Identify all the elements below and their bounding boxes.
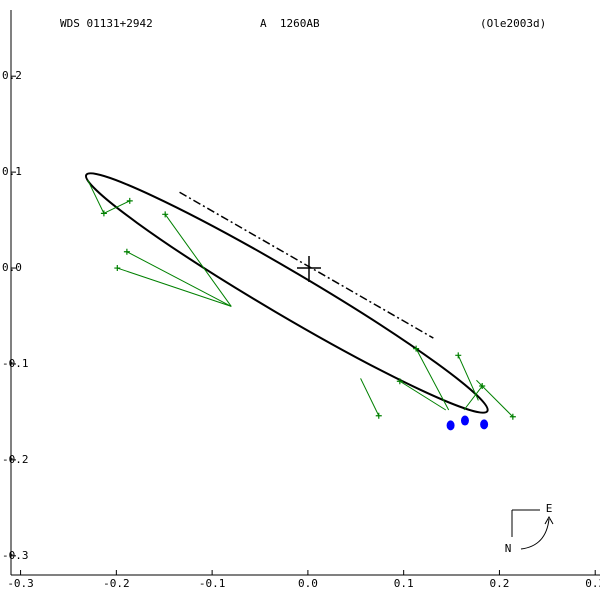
- residual-line: [415, 348, 450, 411]
- x-tick-label: 0.0: [298, 577, 318, 590]
- x-tick-label: 0.2: [490, 577, 510, 590]
- x-tick-label: 0.1: [394, 577, 414, 590]
- observation-point: [413, 345, 420, 352]
- x-tick-label: -0.1: [199, 577, 226, 590]
- observation-point: [396, 378, 403, 385]
- observation-point: [123, 248, 130, 255]
- y-tick-label: 0.2: [2, 69, 22, 82]
- residual-line: [463, 385, 483, 411]
- x-tick-label: -0.2: [103, 577, 130, 590]
- other-observation-point: [480, 419, 489, 430]
- compass-north: N: [505, 542, 512, 555]
- y-tick-label: 0.0: [2, 261, 22, 274]
- observation-point: [162, 211, 169, 218]
- residual-line: [399, 380, 447, 411]
- y-tick-label: -0.1: [2, 357, 29, 370]
- other-observation-point: [446, 420, 455, 431]
- observation-point: [455, 352, 462, 359]
- compass-east: E: [546, 502, 553, 515]
- residual-line: [457, 355, 479, 401]
- orbit-ellipse: [84, 172, 489, 414]
- observation-point: [126, 197, 133, 204]
- residual-line: [126, 251, 232, 307]
- residual-line: [117, 267, 232, 307]
- observation-point: [114, 265, 121, 272]
- residual-line: [476, 379, 514, 418]
- x-tick-label: -0.3: [7, 577, 34, 590]
- residual-line: [87, 179, 105, 214]
- observation-point: [100, 210, 107, 217]
- observation-point: [375, 412, 382, 419]
- header-pair: A 1260AB: [260, 17, 320, 30]
- other-observation-point: [460, 415, 469, 426]
- header-id: WDS 01131+2942: [60, 17, 153, 30]
- residual-line: [164, 214, 232, 307]
- y-tick-label: 0.1: [2, 165, 22, 178]
- residual-line: [103, 200, 130, 214]
- compass: E N: [505, 502, 554, 555]
- y-tick-label: -0.2: [2, 453, 29, 466]
- header-ref: (Ole2003d): [480, 17, 546, 30]
- y-tick-label: -0.3: [2, 549, 29, 562]
- observation-point: [509, 413, 516, 420]
- x-tick-label: 0.3: [585, 577, 600, 590]
- line-of-nodes: [179, 191, 434, 339]
- residual-line: [360, 378, 380, 416]
